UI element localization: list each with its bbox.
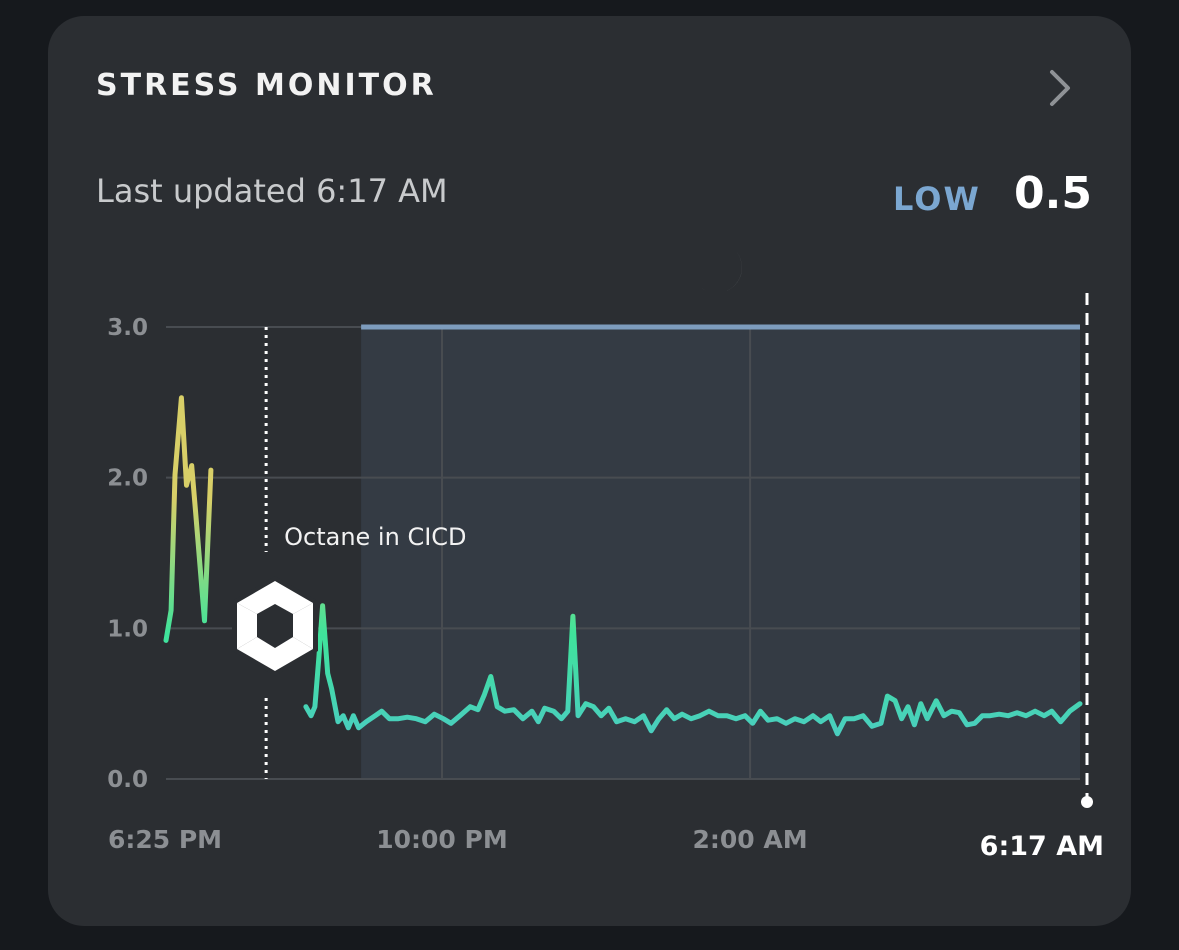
x-tick-label-current: 6:17 AM [980, 831, 1104, 862]
y-tick-label: 2.0 [107, 466, 148, 492]
stress-line-segment [303, 603, 1083, 737]
x-tick-label: 2:00 AM [693, 825, 808, 854]
moon-icon [698, 250, 742, 293]
x-axis-ticks: 6:25 PM 10:00 PM 2:00 AM 6:17 AM [108, 825, 1104, 862]
y-tick-label: 0.0 [107, 767, 148, 793]
stress-score-value: 0.5 [1014, 168, 1092, 219]
last-updated-text: Last updated 6:17 AM [96, 172, 448, 210]
stress-line-segment [163, 395, 214, 643]
x-tick-label: 6:25 PM [108, 825, 222, 854]
y-axis-ticks: 0.0 1.0 2.0 3.0 [107, 315, 148, 793]
card-title: STRESS MONITOR [96, 68, 437, 103]
stress-level-label: LOW [893, 180, 981, 218]
hexagon-logo-icon[interactable] [232, 576, 318, 676]
x-tick-label: 10:00 PM [376, 825, 507, 854]
chevron-right-icon[interactable] [1040, 68, 1078, 108]
chart-gridlines [166, 326, 1080, 780]
current-time-marker [1081, 796, 1093, 808]
annotation-label: Octane in CICD [284, 523, 466, 551]
stress-series [163, 395, 1083, 737]
y-tick-label: 3.0 [107, 315, 148, 341]
y-tick-label: 1.0 [107, 616, 148, 642]
sleep-period-band [361, 327, 1080, 779]
